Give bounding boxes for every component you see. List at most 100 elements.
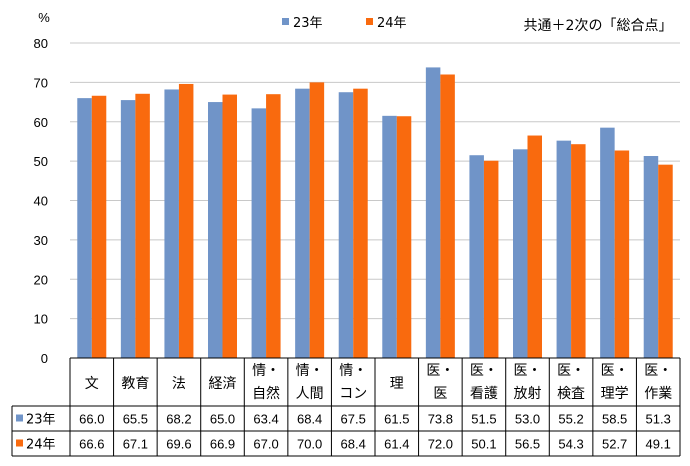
x-tick-label: 医・: [644, 363, 672, 379]
bar: [382, 115, 397, 358]
bar: [164, 89, 179, 359]
bar: [469, 155, 484, 358]
data-label: 72.0: [428, 437, 453, 452]
data-label: 52.7: [602, 437, 627, 452]
data-label: 61.5: [384, 412, 409, 427]
x-tick-label: 検査: [557, 386, 585, 402]
data-label: 67.1: [123, 437, 148, 452]
table-row-swatch: [16, 414, 23, 422]
data-label: 66.9: [210, 437, 235, 452]
x-tick-label: 放射: [514, 386, 542, 402]
data-label: 49.1: [646, 437, 671, 452]
x-tick-label: 作業: [644, 386, 672, 402]
y-tick-label: 80: [34, 36, 48, 51]
data-label: 55.2: [558, 412, 583, 427]
legend-swatch: [366, 18, 373, 25]
x-tick-label: 人間: [296, 386, 324, 402]
x-tick-label: 教育: [121, 376, 149, 392]
bar: [513, 149, 528, 358]
bar: [120, 100, 136, 358]
data-label: 68.4: [297, 412, 322, 427]
bar: [266, 94, 281, 358]
data-label: 66.0: [79, 412, 104, 427]
table-row-header: 23年: [26, 413, 56, 428]
bar: [600, 127, 615, 358]
data-label: 51.5: [471, 412, 496, 427]
data-label: 51.3: [646, 412, 671, 427]
legend-swatch: [282, 18, 289, 25]
legend-label: 24年: [377, 16, 407, 31]
data-label: 69.6: [166, 437, 191, 452]
x-tick-label: 医・: [470, 363, 498, 379]
x-tick-label: 情・: [252, 363, 280, 379]
y-tick-label: 40: [34, 194, 48, 209]
x-tick-label: 情・: [339, 363, 367, 379]
y-axis: 0 10 20 30 40 50 60 70 80: [34, 36, 48, 366]
x-tick-label: コン: [339, 386, 367, 402]
x-tick-label: 情・: [296, 363, 324, 379]
data-label: 58.5: [602, 412, 627, 427]
bar: [309, 82, 325, 358]
table-row-swatch: [16, 439, 23, 447]
bar: [251, 108, 267, 358]
data-label: 68.2: [166, 412, 191, 427]
chart-title: 共通＋2次の「総合点」: [524, 18, 673, 34]
bar: [208, 102, 223, 358]
x-tick-label: 理学: [601, 386, 629, 402]
data-label: 50.1: [471, 437, 496, 452]
data-label: 65.5: [123, 412, 148, 427]
bar: [483, 160, 499, 358]
bar: [338, 92, 354, 358]
legend-label: 23年: [293, 16, 323, 31]
bar: [222, 94, 237, 359]
bar: [91, 95, 107, 358]
bars: [77, 67, 673, 359]
bar: [396, 116, 412, 358]
bar: [556, 140, 572, 358]
data-label: 73.8: [428, 412, 453, 427]
x-tick-label: 法: [172, 376, 186, 392]
table-row-header: 24年: [26, 438, 56, 453]
x-tick-label: 医・: [426, 363, 454, 379]
x-tick-label: 自然: [252, 385, 280, 402]
data-label: 53.0: [515, 412, 540, 427]
y-unit-label: %: [38, 10, 50, 25]
gridlines: [70, 42, 680, 359]
data-label: 68.4: [341, 437, 366, 452]
bar: [527, 135, 542, 358]
y-tick-label: 30: [34, 233, 48, 248]
x-tick-label: 文: [85, 376, 99, 392]
bar: [425, 67, 441, 358]
y-tick-label: 50: [34, 154, 48, 169]
y-tick-label: 0: [41, 351, 48, 366]
data-label: 65.0: [210, 412, 235, 427]
bar: [77, 98, 92, 358]
y-tick-label: 20: [34, 272, 48, 287]
data-label: 67.5: [341, 412, 366, 427]
x-tick-label: 経済: [209, 376, 237, 392]
bar: [353, 88, 368, 359]
data-label: 61.4: [384, 437, 409, 452]
bar: [135, 93, 150, 358]
bar: [614, 150, 630, 358]
data-label: 54.3: [558, 437, 583, 452]
x-tick-label: 医・: [514, 363, 542, 379]
y-tick-label: 70: [34, 75, 48, 90]
data-label: 67.0: [253, 437, 278, 452]
x-tick-label: 医・: [557, 363, 585, 379]
data-label: 66.6: [79, 437, 104, 452]
data-label: 63.4: [253, 412, 278, 427]
data-label: 56.5: [515, 437, 540, 452]
bar: [178, 83, 194, 358]
bar: [571, 144, 586, 358]
x-tick-label: 理: [390, 376, 404, 392]
x-tick-label: 医・: [601, 363, 629, 379]
x-tick-label: 医: [433, 386, 447, 402]
legend: 23年 24年: [282, 16, 407, 31]
bar: [658, 164, 673, 358]
bar: [440, 74, 455, 358]
data-label: 70.0: [297, 437, 322, 452]
bar: [643, 156, 659, 358]
x-tick-label: 看護: [470, 386, 498, 402]
